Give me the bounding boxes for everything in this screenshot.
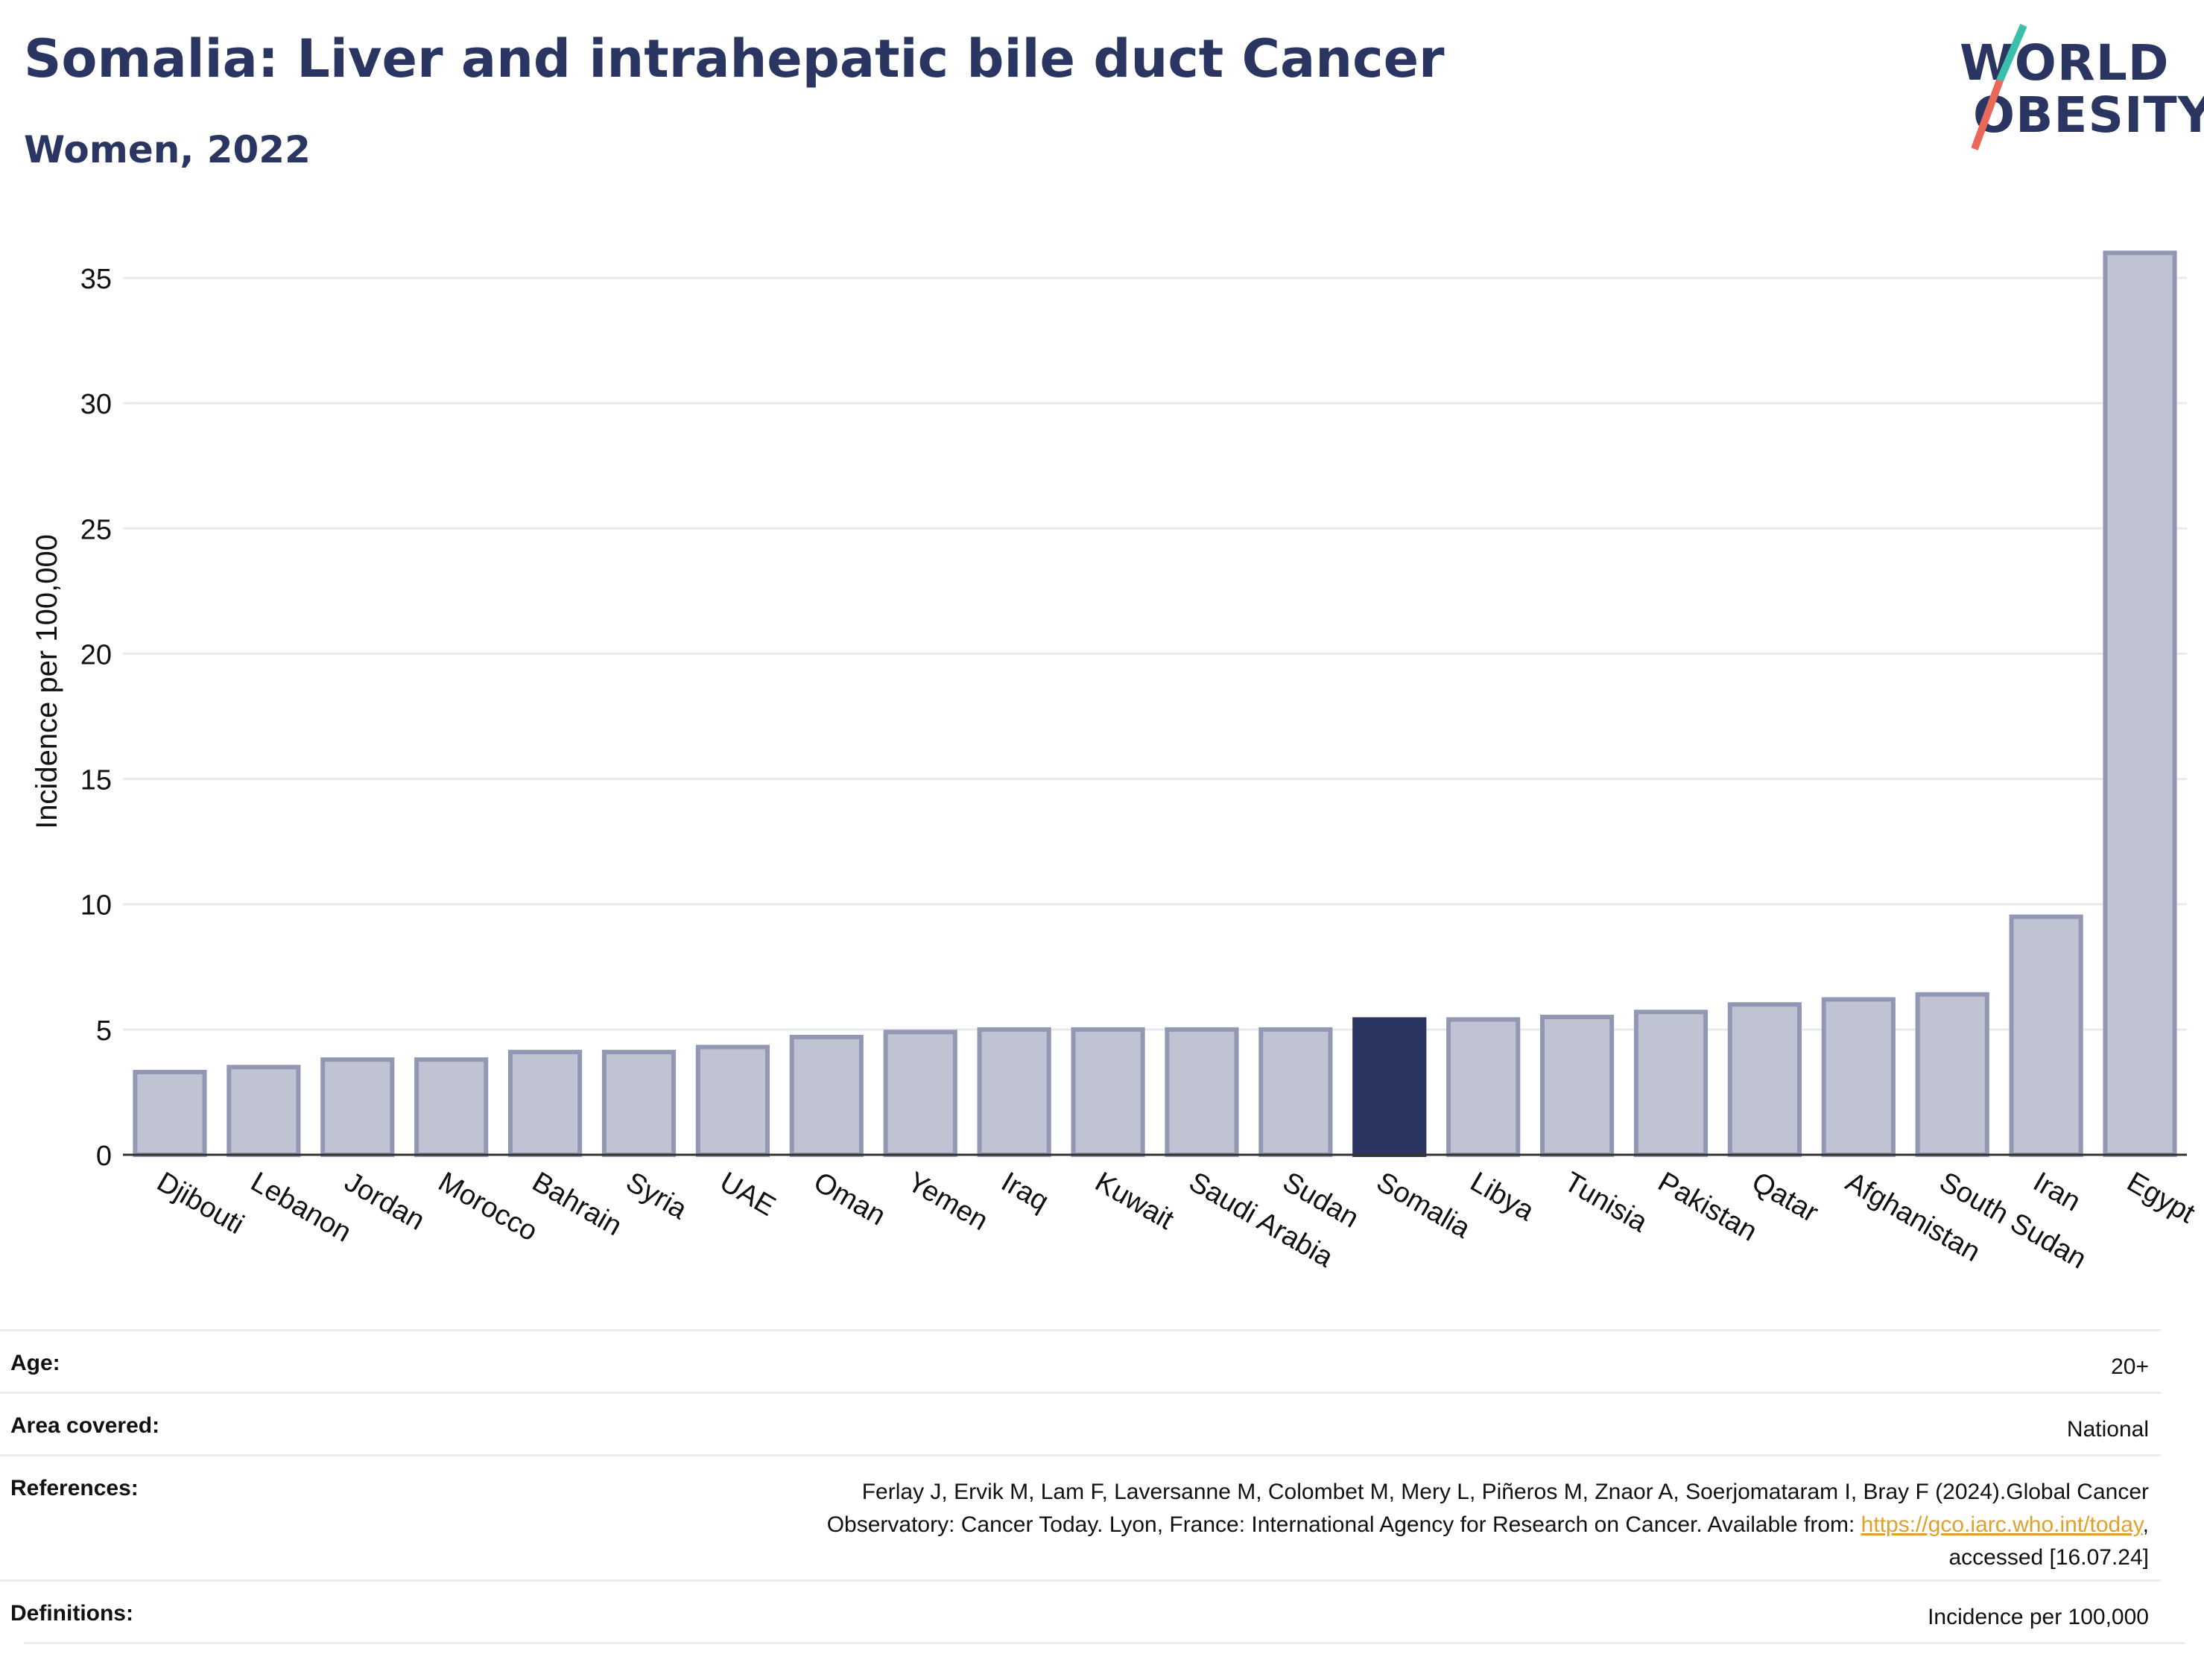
references-line-1: Ferlay J, Ervik M, Lam F, Laversanne M, …: [861, 1480, 2149, 1504]
references-label: References:: [10, 1476, 139, 1500]
y-axis-label: Incidence per 100,000: [31, 534, 63, 829]
x-tick-label: Lebanon: [245, 1166, 356, 1248]
bar: [695, 1045, 770, 1157]
chart-title: Somalia: Liver and intrahepatic bile duc…: [24, 28, 1445, 89]
meta-row-definitions: Definitions: Incidence per 100,000: [0, 1579, 2161, 1644]
grid-lines: [123, 276, 2187, 1031]
bar: [1821, 997, 1896, 1157]
age-value: 20+: [2111, 1354, 2149, 1379]
bar: [320, 1057, 395, 1157]
logo-slash-icon: [1971, 24, 2027, 150]
x-tick-label: Somalia: [1371, 1166, 1476, 1244]
bar: [789, 1034, 864, 1157]
x-tick-label: Tunisia: [1559, 1166, 1653, 1238]
logo-line-2: OBESITY: [1973, 86, 2204, 144]
bar: [601, 1050, 677, 1157]
bar: [2009, 914, 2083, 1157]
definitions-value: Incidence per 100,000: [1928, 1605, 2149, 1629]
age-label: Age:: [10, 1351, 60, 1375]
meta-bottom-rule: [24, 1642, 2185, 1644]
y-tick-label: 5: [96, 1015, 112, 1047]
references-line-2-text: Observatory: Cancer Today. Lyon, France:…: [826, 1512, 1861, 1537]
references-value: Ferlay J, Ervik M, Lam F, Laversanne M, …: [827, 1476, 2149, 1574]
x-tick-label: Kuwait: [1090, 1166, 1179, 1236]
bar: [1071, 1027, 1145, 1158]
bar: [414, 1057, 489, 1157]
y-tick-label: 25: [80, 514, 112, 545]
y-tick-label: 30: [80, 389, 112, 420]
x-tick-label: Yemen: [902, 1166, 993, 1237]
x-tick-label: Syria: [621, 1166, 693, 1226]
x-tick-label: UAE: [715, 1166, 781, 1222]
references-line-3: accessed [16.07.24]: [1948, 1545, 2149, 1570]
world-obesity-logo: WORLD OBESITY: [1937, 22, 2204, 156]
references-line-2: Observatory: Cancer Today. Lyon, France:…: [827, 1509, 2149, 1541]
x-tick-label: Djibouti: [151, 1166, 249, 1240]
bar: [1633, 1009, 1709, 1157]
bar: [2103, 250, 2177, 1157]
bar: [1258, 1027, 1333, 1158]
y-tick-label: 20: [80, 639, 112, 671]
bars: [123, 250, 2187, 1158]
bar: [883, 1030, 957, 1157]
meta-row-references: References: Ferlay J, Ervik M, Lam F, La…: [0, 1454, 2161, 1582]
bar: [1165, 1027, 1239, 1158]
references-line-2-suffix: ,: [2142, 1512, 2149, 1537]
y-tick-label: 0: [96, 1141, 112, 1172]
bar: [1446, 1017, 1521, 1158]
y-axis-ticks: 0 5 10 15 20 25 30 35: [80, 264, 112, 1172]
meta-row-area: Area covered: National: [0, 1392, 2161, 1456]
meta-row-age: Age: 20+: [0, 1329, 2161, 1394]
y-tick-label: 15: [80, 765, 112, 796]
definitions-label: Definitions:: [10, 1601, 133, 1626]
references-link[interactable]: https://gco.iarc.who.int/today: [1861, 1512, 2143, 1537]
x-tick-label: Egypt: [2122, 1166, 2201, 1229]
bar: [508, 1050, 583, 1157]
bar-highlight: [1352, 1017, 1427, 1158]
x-tick-label: Iran: [2028, 1166, 2086, 1217]
area-value: National: [2066, 1417, 2149, 1442]
bar: [1915, 992, 1989, 1157]
x-tick-label: Pakistan: [1653, 1166, 1762, 1247]
bar: [133, 1070, 207, 1158]
x-tick-label: Oman: [808, 1166, 891, 1232]
bar: [1540, 1015, 1615, 1157]
x-tick-label: Bahrain: [527, 1166, 627, 1242]
bar: [1727, 1002, 1802, 1157]
bar: [227, 1065, 301, 1158]
x-tick-label: Iraq: [996, 1166, 1054, 1217]
x-tick-label: Libya: [1465, 1166, 1539, 1227]
area-label: Area covered:: [10, 1413, 160, 1438]
y-tick-label: 35: [80, 264, 112, 295]
logo-line-1: WORLD: [1960, 34, 2170, 92]
chart-subtitle: Women, 2022: [24, 128, 311, 171]
bar: [977, 1027, 1051, 1158]
x-tick-label: Morocco: [433, 1166, 542, 1247]
y-tick-label: 10: [80, 890, 112, 922]
